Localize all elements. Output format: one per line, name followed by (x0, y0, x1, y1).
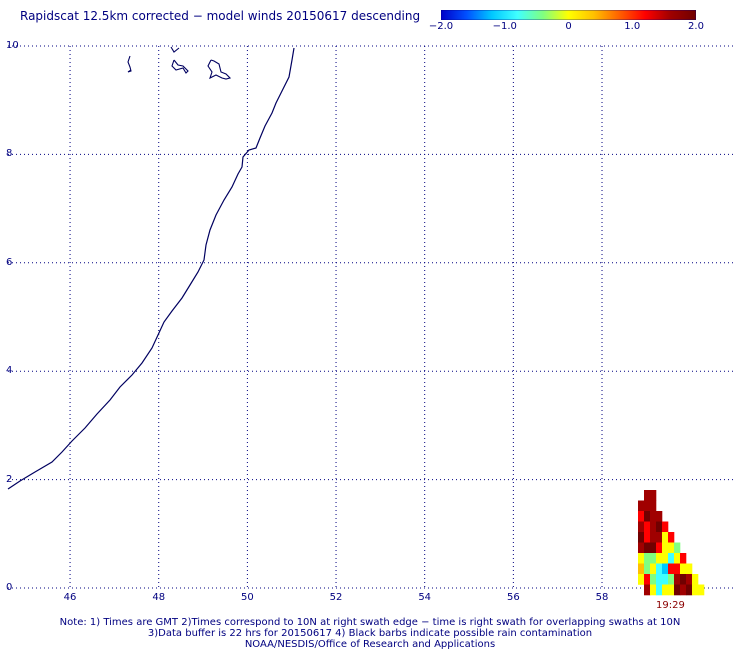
swath-cell (686, 584, 693, 596)
note-line-3: NOAA/NESDIS/Office of Research and Appli… (244, 639, 496, 650)
swath-cell (644, 511, 651, 522)
swath-cell (656, 511, 663, 522)
swath-cell (668, 553, 675, 564)
latitude-label: 2 (6, 473, 13, 485)
swath-cell (686, 563, 693, 575)
swath-cell (668, 563, 675, 575)
latitude-label: 8 (6, 148, 13, 160)
swath-cell (644, 574, 651, 585)
longitude-label: 54 (418, 592, 432, 603)
swath-cell (644, 521, 651, 533)
swath-cell (662, 553, 669, 564)
swath-cell (680, 574, 687, 585)
swath-cell (662, 521, 669, 533)
longitude-label: 56 (506, 592, 520, 603)
swath-cell (644, 563, 651, 575)
swath-cell (656, 553, 663, 564)
swath-cell (650, 542, 657, 554)
swath-cell (692, 584, 699, 596)
swath-cell (668, 542, 675, 554)
swath-cell (650, 553, 657, 564)
colorbar (441, 10, 696, 20)
swath-cell (638, 542, 645, 554)
swath-cell (650, 532, 657, 543)
swath-cell (674, 563, 681, 575)
swath-time-label: 19:29 (656, 600, 685, 611)
note-line-1: Note: 1) Times are GMT 2)Times correspon… (59, 617, 681, 628)
swath-cell (662, 542, 669, 554)
colorbar-tick-label: −1.0 (492, 21, 517, 32)
longitude-label: 52 (329, 592, 343, 603)
swath-cell (680, 563, 687, 575)
swath-cell (662, 532, 669, 543)
swath-cell (668, 574, 675, 585)
swath-cell (638, 521, 645, 533)
longitude-label: 58 (595, 592, 609, 603)
colorbar-tick-label: 0 (565, 21, 572, 32)
swath-cell (656, 584, 663, 596)
swath-cell (668, 584, 675, 596)
swath-cell (638, 553, 645, 564)
swath-cell (656, 532, 663, 543)
swath-cell (656, 521, 663, 533)
latitude-label: 10 (6, 40, 19, 51)
latitude-label: 4 (6, 365, 13, 377)
swath-cell (650, 563, 657, 575)
colorbar-tick-label: −2.0 (428, 21, 454, 32)
swath-cell (686, 574, 693, 585)
map-title: Rapidscat 12.5km corrected − model winds… (20, 9, 421, 23)
swath-cell (656, 563, 663, 575)
swath-cell (674, 574, 681, 585)
longitude-label: 48 (152, 592, 166, 603)
swath-cell (644, 542, 651, 554)
swath-cell (668, 532, 675, 543)
latitude-label: 0 (6, 582, 13, 593)
swath-cell (638, 511, 645, 522)
island-samhah (170, 46, 180, 53)
swath-cell (662, 584, 669, 596)
colorbar-tick-label: 1.0 (624, 21, 641, 32)
longitude-label: 50 (241, 592, 254, 603)
latitude-label: 6 (6, 256, 13, 268)
swath-cell (650, 521, 657, 533)
island-darsa (171, 59, 189, 74)
island-socotra (207, 59, 232, 80)
swath-cell (644, 490, 651, 501)
lat-lon-grid (8, 45, 735, 589)
swath-cell (674, 584, 681, 596)
swath-cell (650, 574, 657, 585)
swath-cell (662, 574, 669, 585)
swath-cell (650, 511, 657, 522)
colorbar-tick-label: 2.0 (688, 21, 704, 32)
swath-cell (692, 574, 699, 585)
island-abd-al-kuri (127, 55, 132, 73)
swath-cell (638, 532, 645, 543)
swath-cell (662, 563, 669, 575)
swath-cell (644, 532, 651, 543)
coastline-africa (7, 47, 295, 490)
swath-cell (680, 553, 687, 564)
swath-cell (638, 563, 645, 575)
socotra-islands (127, 46, 232, 80)
wind-difference-swath (638, 490, 705, 596)
swath-cell (644, 553, 651, 564)
swath-cell (656, 542, 663, 554)
swath-cell (674, 542, 681, 554)
swath-cell (638, 574, 645, 585)
longitude-label: 46 (63, 592, 77, 603)
swath-cell (644, 584, 651, 596)
swath-cell (650, 500, 657, 512)
swath-cell (698, 584, 705, 596)
note-line-2: 3)Data buffer is 22 hrs for 20150617 4) … (147, 628, 593, 639)
swath-cell (644, 500, 651, 512)
swath-cell (650, 490, 657, 501)
swath-cell (638, 500, 645, 512)
swath-cell (650, 584, 657, 596)
swath-cell (674, 553, 681, 564)
swath-cell (656, 574, 663, 585)
swath-cell (680, 584, 687, 596)
